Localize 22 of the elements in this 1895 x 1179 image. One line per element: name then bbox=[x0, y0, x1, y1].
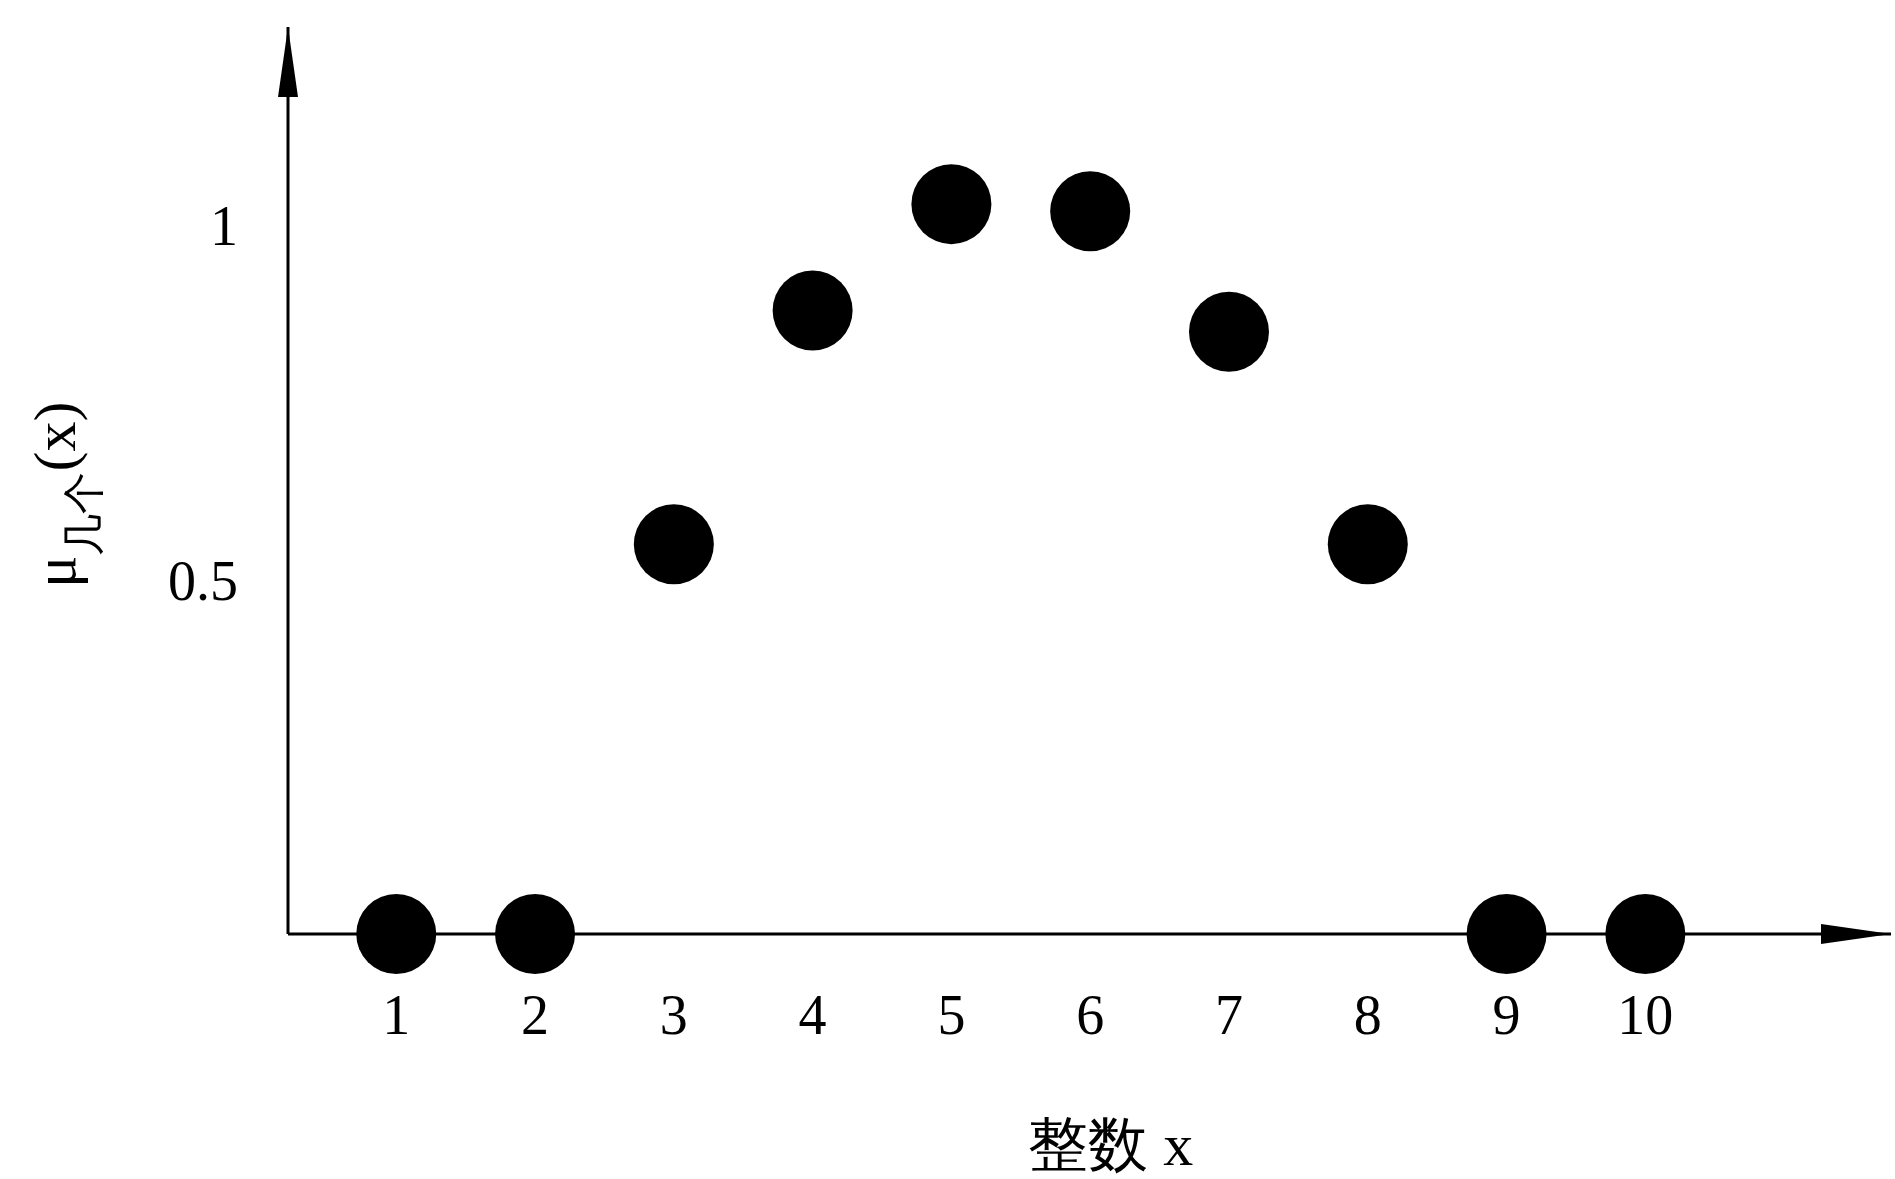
point bbox=[1466, 894, 1547, 974]
x-tick-label: 8 bbox=[1353, 984, 1382, 1046]
point bbox=[495, 894, 576, 974]
x-axis-title: 整数 x bbox=[1028, 1112, 1194, 1178]
x-tick-label: 7 bbox=[1214, 984, 1243, 1046]
point bbox=[911, 164, 992, 245]
x-tick-label: 9 bbox=[1492, 984, 1521, 1046]
y-tick-label: 0.5 bbox=[168, 549, 238, 612]
point bbox=[633, 504, 714, 585]
x-tick-label: 4 bbox=[798, 984, 827, 1046]
x-tick-label: 3 bbox=[659, 984, 688, 1046]
x-tick-label: 10 bbox=[1617, 984, 1674, 1046]
point bbox=[1050, 171, 1131, 252]
point bbox=[1605, 894, 1686, 974]
x-tick-label: 1 bbox=[382, 984, 411, 1046]
point bbox=[1188, 291, 1269, 372]
x-tick-label: 2 bbox=[521, 984, 550, 1046]
point bbox=[356, 894, 437, 974]
x-tick-label: 6 bbox=[1076, 984, 1105, 1046]
point bbox=[772, 270, 853, 351]
point bbox=[1327, 504, 1408, 585]
x-tick-label: 5 bbox=[937, 984, 966, 1046]
